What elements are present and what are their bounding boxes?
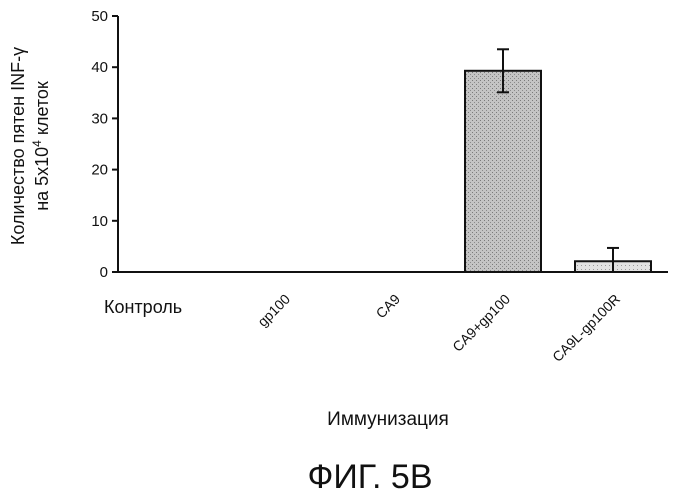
category-label: Контроль [104,297,182,317]
y-axis-title-line2: на 5x104 клеток [30,81,52,211]
y-tick-label: 20 [91,162,108,179]
y-tick-label: 40 [91,59,108,76]
bar [465,71,541,272]
y-tick-label: 0 [100,264,108,281]
category-label: CA9L-gp100R [549,291,623,365]
y-tick-label: 30 [91,110,108,127]
y-tick-label: 10 [91,213,108,230]
y-ticks: 0 10 20 30 40 50 [91,8,118,281]
x-axis-title: Иммунизация [327,409,449,430]
y-axis-title-line2-prefix: на 5x10 [32,147,52,211]
y-axis-title-line2-suffix: клеток [32,81,52,140]
category-labels: Контроль gp100 CA9 CA9+gp100 CA9L-gp100R [104,291,623,365]
bars [465,49,651,272]
category-label: CA9+gp100 [449,291,513,355]
y-tick-label: 50 [91,8,108,25]
category-label: gp100 [254,291,293,330]
figure-caption: ФИГ. 5B [307,458,432,496]
y-axis-title-line1: Количество пятен INF-γ [8,47,28,245]
category-label: CA9 [373,291,404,322]
